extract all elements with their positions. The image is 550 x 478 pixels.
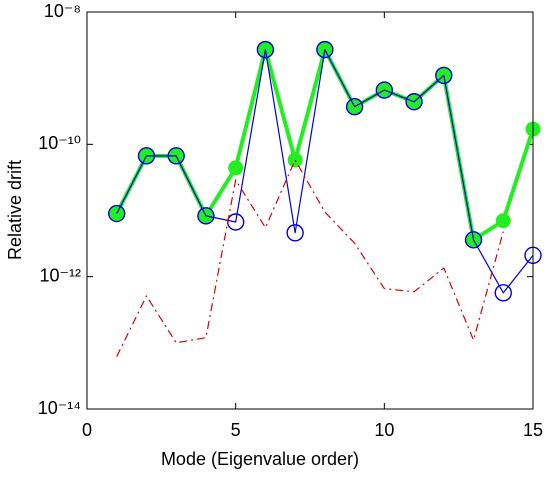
marker [228,160,243,175]
marker [109,206,124,221]
marker [108,204,126,223]
marker [137,147,156,165]
marker [496,213,511,228]
plot-area [108,40,542,357]
x-axis-label: Mode (Eigenvalue order) [161,449,359,469]
y-tick-label: 10⁻¹⁰ [38,133,81,153]
marker [435,66,453,85]
y-axis-label: Relative drift [5,160,25,260]
x-tick-label: 0 [82,420,92,440]
marker [375,81,394,99]
axes-box [86,11,534,410]
marker [405,93,423,111]
marker [345,98,364,116]
marker [167,147,185,165]
series-line [116,49,534,294]
marker [286,224,304,242]
y-tick-label: 10⁻¹⁴ [38,398,81,418]
marker [288,152,303,167]
marker [316,40,334,59]
series-line [116,159,504,357]
x-tick-label: 15 [523,420,543,440]
y-tick-label: 10⁻¹² [39,265,81,285]
marker [197,207,215,225]
marker [256,40,275,59]
x-tick-label: 10 [374,420,394,440]
marker [494,284,512,302]
marker [464,231,483,249]
y-tick-label: 10⁻⁸ [44,1,81,21]
x-tick-label: 5 [231,420,241,440]
